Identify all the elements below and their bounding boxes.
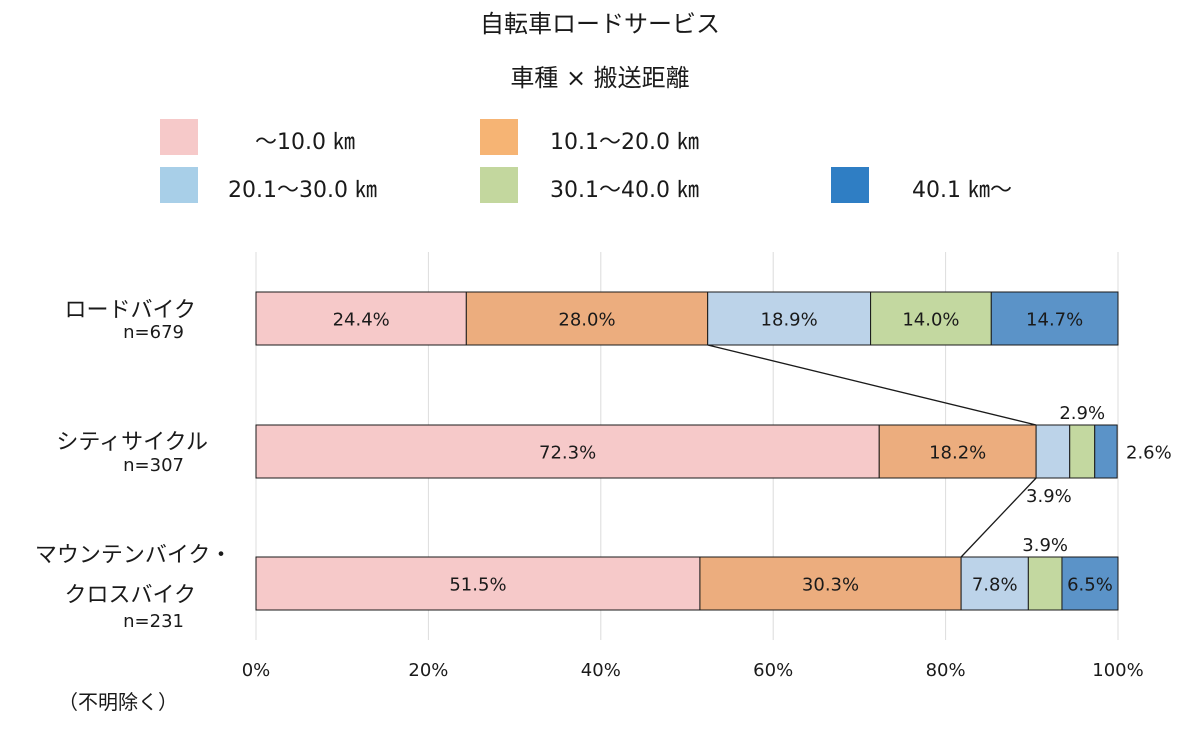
data-label-0-3: 14.0% [902, 310, 959, 331]
data-label-0-1: 28.0% [558, 310, 615, 331]
bar-segment-1-3 [1069, 424, 1096, 479]
data-label-1-2: 3.9% [1026, 486, 1072, 507]
bar-segment-2-0 [255, 556, 701, 611]
x-tick-label-1: 20% [408, 660, 449, 681]
x-tick-label-2: 40% [580, 660, 621, 681]
data-label-0-0: 24.4% [333, 310, 390, 331]
legend-label-1: 10.1～20.0 ㎞ [550, 130, 699, 155]
bar-segment-0-0 [255, 291, 467, 346]
legend-label-4: 40.1 ㎞～ [912, 178, 1012, 203]
bar-segment-1-1 [878, 424, 1037, 479]
data-label-2-0: 51.5% [449, 575, 506, 596]
legend-swatch-1 [480, 119, 518, 155]
data-label-1-3: 2.9% [1059, 403, 1105, 424]
category-label-mtb-line1: マウンテンバイク・ [34, 543, 232, 568]
x-tick-label-3: 60% [753, 660, 794, 681]
bar-segment-0-1 [465, 291, 709, 346]
data-label-1-0: 72.3% [539, 443, 596, 464]
chart-title: 自転車ロードサービス [480, 10, 720, 38]
category-label-road-bike: ロードバイク [64, 298, 196, 323]
legend-label-3: 30.1～40.0 ㎞ [550, 178, 699, 203]
category-n-road-bike: n=679 [123, 322, 184, 343]
category-n-city-cycle: n=307 [123, 455, 184, 476]
data-label-1-4: 2.6% [1126, 443, 1172, 464]
data-label-2-4: 6.5% [1067, 575, 1113, 596]
x-tick-label-0: 0% [241, 660, 271, 681]
bar-segment-2-3 [1027, 556, 1063, 611]
data-label-2-2: 7.8% [972, 575, 1018, 596]
x-tick-label-4: 80% [925, 660, 966, 681]
bar-segment-2-2 [960, 556, 1029, 611]
bar-segment-1-4 [1094, 424, 1118, 479]
x-tick-label-5: 100% [1092, 660, 1144, 681]
category-label-city-cycle: シティサイクル [56, 430, 208, 455]
data-label-0-2: 18.9% [761, 310, 818, 331]
chart-subtitle: 車種 × 搬送距離 [510, 64, 690, 92]
legend-swatch-4 [831, 167, 869, 203]
connector-line-0 [707, 344, 1037, 426]
legend-label-2: 20.1～30.0 ㎞ [228, 178, 377, 203]
bar-segment-0-2 [707, 291, 872, 346]
bar-segment-0-4 [990, 291, 1119, 346]
bar-segment-1-0 [255, 424, 880, 479]
data-label-1-1: 18.2% [929, 443, 986, 464]
data-label-2-1: 30.3% [802, 575, 859, 596]
connector-line-1 [960, 477, 1037, 558]
category-n-mtb: n=231 [123, 611, 184, 632]
legend-label-0: ～10.0 ㎞ [255, 130, 355, 155]
data-label-0-4: 14.7% [1026, 310, 1083, 331]
legend-swatch-0 [160, 119, 198, 155]
data-label-2-3: 3.9% [1022, 535, 1068, 556]
category-label-mtb-line2: クロスバイク [64, 583, 196, 608]
bar-segment-2-4 [1061, 556, 1119, 611]
legend-swatch-3 [480, 167, 518, 203]
bar-segment-2-1 [699, 556, 962, 611]
bar-segment-0-3 [870, 291, 992, 346]
footnote: （不明除く） [58, 690, 178, 714]
legend-swatch-2 [160, 167, 198, 203]
bar-segment-1-2 [1035, 424, 1071, 479]
